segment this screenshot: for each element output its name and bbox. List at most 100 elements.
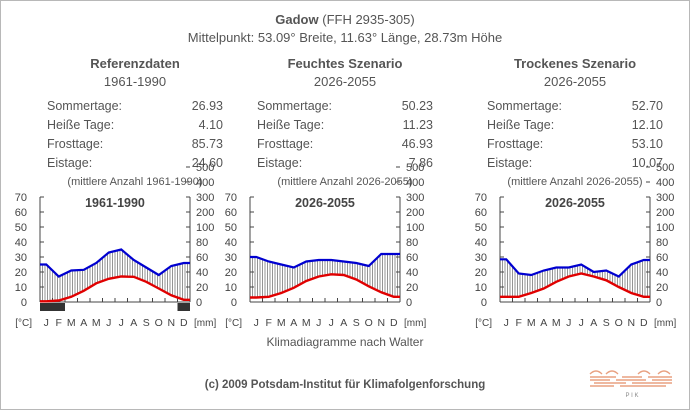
- right-tick-label: 60: [196, 252, 208, 264]
- stat-row: Sommertage: 50.23: [245, 99, 445, 118]
- stat-value: 24.60: [191, 156, 223, 170]
- column-wet-scenario: Feuchtes Szenario 2026-2055 Sommertage: 5…: [245, 56, 445, 188]
- stat-value: 7.86: [408, 156, 433, 170]
- stat-value: 10.07: [631, 156, 663, 170]
- left-tick-label: 20: [225, 267, 237, 279]
- left-tick-label: 10: [475, 282, 487, 294]
- stat-label: Frosttage:: [257, 137, 314, 151]
- month-label: D: [180, 317, 188, 329]
- month-label: J: [316, 317, 321, 329]
- footer-caption: Klimadiagramme nach Walter: [266, 335, 424, 349]
- right-tick-label: 0: [406, 297, 412, 309]
- right-tick-label: 40: [196, 267, 208, 279]
- stat-label: Eistage:: [47, 156, 93, 170]
- month-label: O: [365, 317, 373, 329]
- right-tick-label: 400: [656, 177, 674, 189]
- left-tick-label: 70: [15, 192, 27, 204]
- right-tick-label: 80: [656, 237, 668, 249]
- month-label: J: [254, 317, 259, 329]
- stat-row: Eistage: 7.86: [245, 156, 445, 175]
- left-tick-label: 50: [225, 222, 237, 234]
- right-tick-label: 200: [656, 207, 674, 219]
- stat-value: 46.93: [401, 137, 433, 151]
- stat-row: Heiße Tage: 4.10: [35, 118, 235, 137]
- month-label: M: [552, 317, 561, 329]
- right-tick-label: 500: [656, 162, 674, 174]
- left-tick-label: 50: [15, 222, 27, 234]
- column-period: 1961-1990: [103, 74, 167, 89]
- pik-logo-text: P I K: [626, 393, 639, 399]
- month-label: F: [266, 317, 272, 329]
- stat-value: 26.93: [191, 99, 223, 113]
- copyright-text: (c) 2009 Potsdam-Institut für Klimafolge…: [204, 379, 486, 391]
- left-tick-label: 60: [225, 207, 237, 219]
- stats-note: (mittlere Anzahl 1961-1990): [67, 176, 203, 188]
- month-label: J: [44, 317, 49, 329]
- stat-label: Eistage:: [487, 156, 533, 170]
- month-label: S: [353, 317, 360, 329]
- diagram-title: 2026-2055: [545, 196, 605, 210]
- right-tick-label: 80: [406, 237, 418, 249]
- month-label: O: [615, 317, 623, 329]
- humid-hatching: [39, 249, 191, 302]
- column-period: 2026-2055: [543, 74, 607, 89]
- right-tick-label: 20: [196, 282, 208, 294]
- month-label: N: [377, 317, 385, 329]
- stat-label: Frosttage:: [487, 137, 544, 151]
- left-unit-label: [°C]: [475, 318, 492, 329]
- stats-table: Sommertage: 26.93 Heiße Tage: 4.10 Frostta…: [35, 99, 235, 175]
- right-tick-label: 100: [196, 222, 214, 234]
- month-label: J: [329, 317, 334, 329]
- month-label: N: [167, 317, 175, 329]
- stat-label: Heiße Tage:: [257, 118, 325, 132]
- left-tick-label: 40: [225, 237, 237, 249]
- stats-note: (mittlere Anzahl 2026-2055): [507, 176, 643, 188]
- station-code: (FFH 2935-305): [322, 12, 415, 27]
- right-unit-label: [mm]: [194, 318, 216, 329]
- month-label: J: [119, 317, 124, 329]
- left-unit-label: [°C]: [15, 318, 32, 329]
- stat-value: 11.23: [402, 118, 433, 132]
- stat-label: Heiße Tage:: [47, 118, 115, 132]
- right-tick-label: 20: [406, 282, 418, 294]
- right-tick-label: 300: [196, 192, 214, 204]
- right-tick-label: 40: [406, 267, 418, 279]
- month-label: A: [290, 317, 297, 329]
- right-tick-label: 80: [196, 237, 208, 249]
- frost-month-bar: [52, 303, 65, 311]
- stat-row: Heiße Tage: 11.23: [245, 118, 445, 137]
- month-label: A: [540, 317, 547, 329]
- stat-row: Sommertage: 26.93: [35, 99, 235, 118]
- stat-row: Frosttage: 53.10: [475, 137, 675, 156]
- diagram-title: 2026-2055: [295, 196, 355, 210]
- month-label: J: [106, 317, 111, 329]
- stat-row: Eistage: 10.07: [475, 156, 675, 175]
- left-tick-label: 20: [475, 267, 487, 279]
- right-tick-label: 300: [406, 192, 424, 204]
- month-label: S: [603, 317, 610, 329]
- month-label: D: [390, 317, 398, 329]
- left-tick-label: 50: [475, 222, 487, 234]
- left-tick-label: 30: [475, 252, 487, 264]
- stat-value: 53.10: [631, 137, 663, 151]
- right-tick-label: 500: [196, 162, 214, 174]
- month-label: A: [130, 317, 137, 329]
- month-label: M: [277, 317, 286, 329]
- stat-value: 4.10: [198, 118, 223, 132]
- stats-table: Sommertage: 50.23 Heiße Tage: 11.23 Frostt…: [245, 99, 445, 175]
- left-tick-label: 70: [475, 192, 487, 204]
- month-label: N: [627, 317, 635, 329]
- stat-row: Heiße Tage: 12.10: [475, 118, 675, 137]
- column-period: 2026-2055: [313, 74, 377, 89]
- month-label: J: [566, 317, 571, 329]
- left-tick-label: 20: [15, 267, 27, 279]
- month-label: F: [516, 317, 522, 329]
- right-tick-label: 200: [406, 207, 424, 219]
- temperature-line: [250, 273, 400, 299]
- left-tick-label: 40: [475, 237, 487, 249]
- frost-month-bar: [40, 303, 53, 311]
- stats-note: (mittlere Anzahl 2026-2055): [277, 176, 413, 188]
- stat-row: Eistage: 24.60: [35, 156, 235, 175]
- stat-label: Sommertage:: [257, 99, 333, 113]
- stat-label: Frosttage:: [47, 137, 104, 151]
